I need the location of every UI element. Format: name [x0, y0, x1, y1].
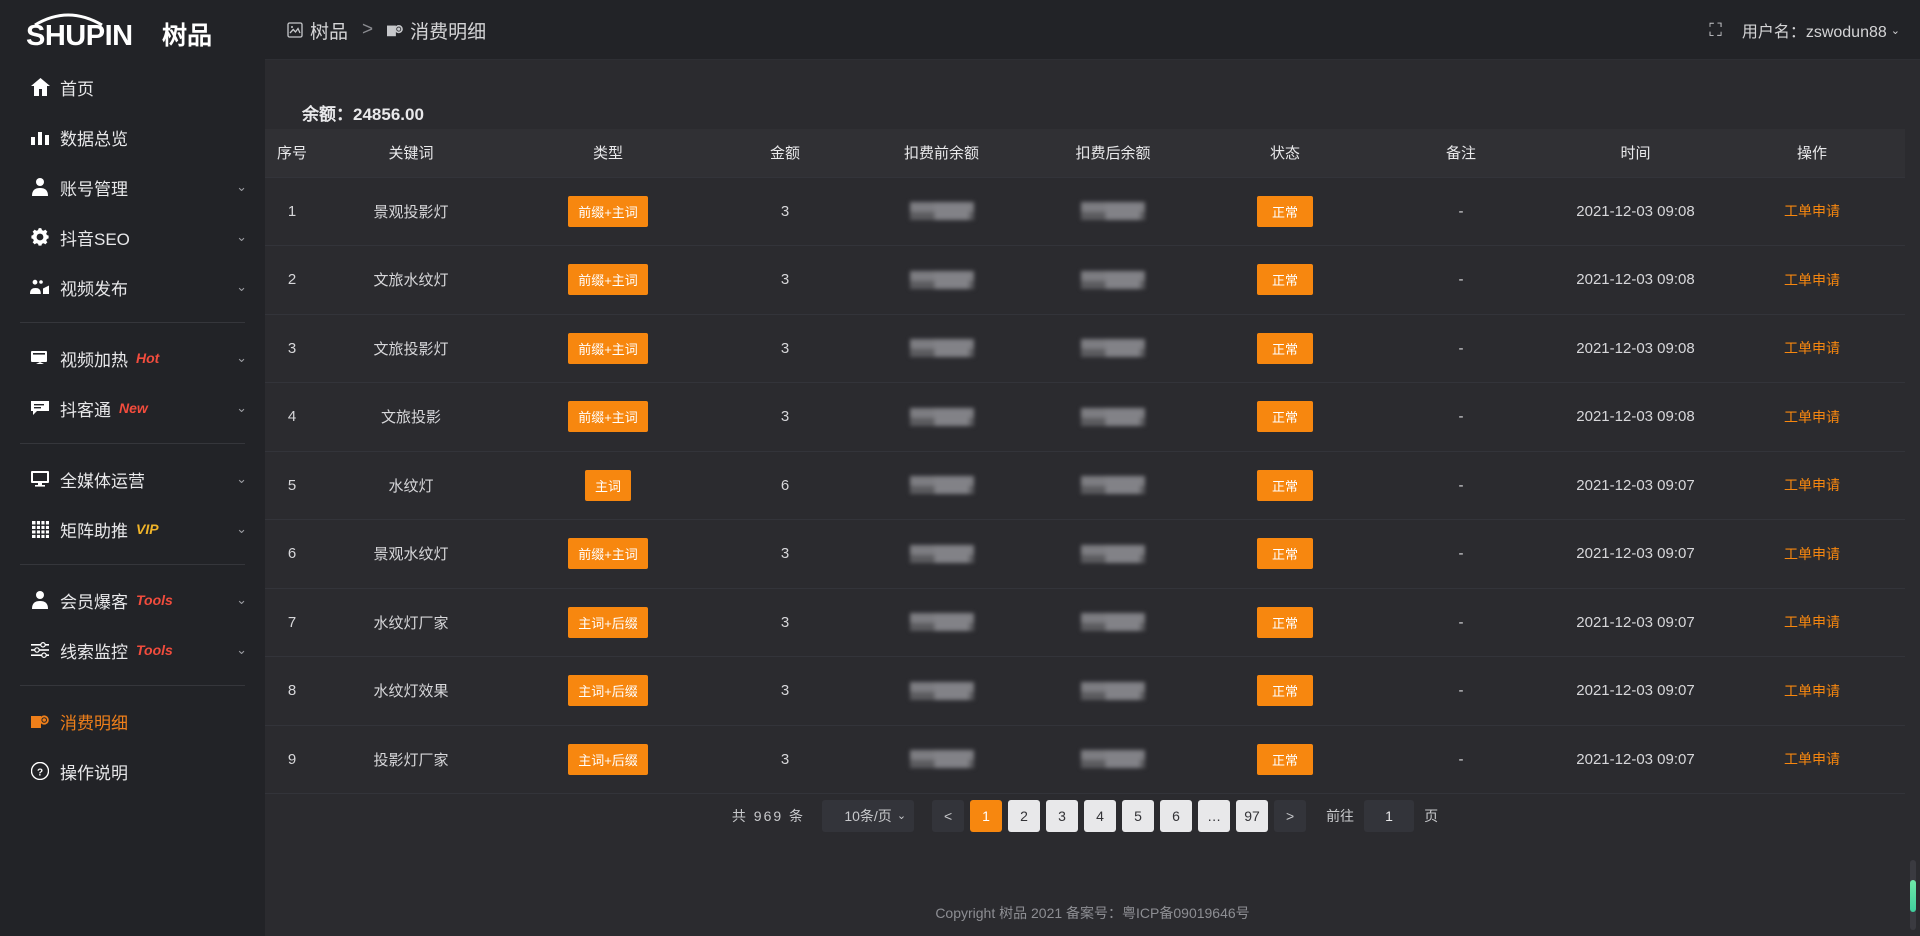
svg-text:树品: 树品 [162, 22, 212, 50]
svg-text:?: ? [37, 768, 43, 779]
svg-text:SHUPIN: SHUPIN [26, 20, 133, 50]
